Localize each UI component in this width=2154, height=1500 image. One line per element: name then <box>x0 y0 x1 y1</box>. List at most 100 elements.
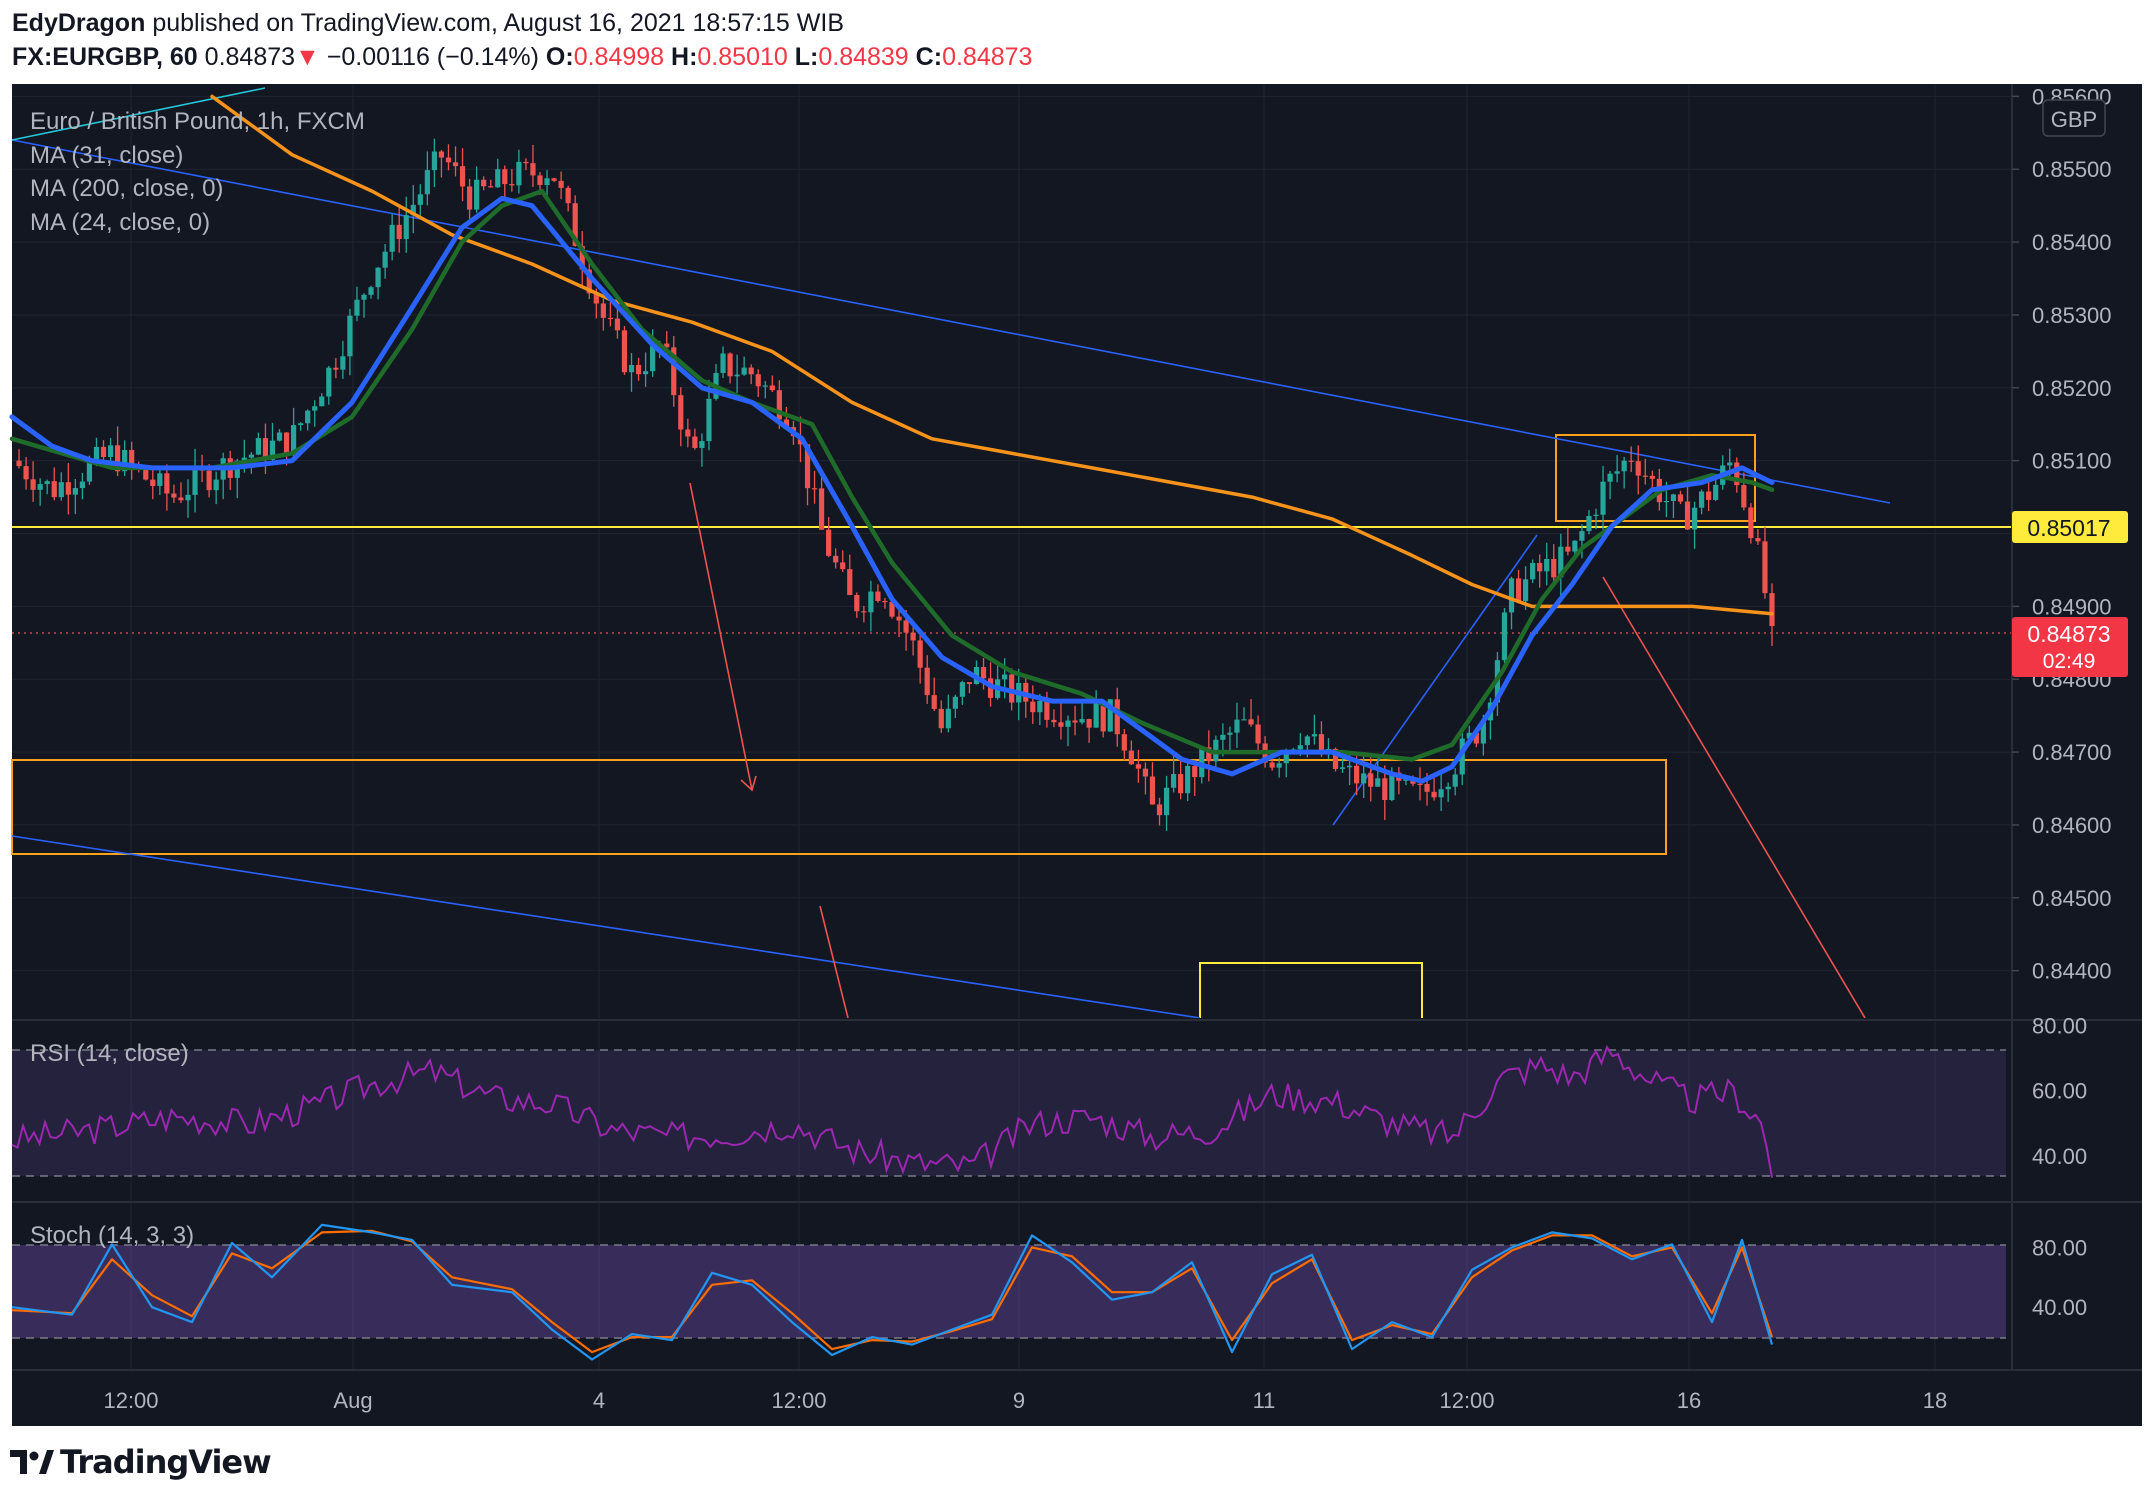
candle-down <box>854 594 860 612</box>
grid-lines <box>12 84 2012 1370</box>
candle-down <box>452 162 459 167</box>
rsi-line <box>11 1044 1773 1178</box>
candle-up <box>1480 720 1486 744</box>
trendline-lower[interactable] <box>11 835 1201 1019</box>
candle-up <box>79 481 85 489</box>
candle-down <box>1515 578 1522 602</box>
trendline-cyan[interactable] <box>11 87 266 141</box>
candle-down <box>748 367 754 375</box>
high-value: 0.85010 <box>697 43 788 71</box>
candle-up <box>952 696 958 709</box>
candle-down <box>769 385 775 391</box>
candle-down <box>1009 674 1015 703</box>
candle-up <box>417 194 423 205</box>
legend-ma200[interactable]: MA (200, close, 0) <box>30 175 223 202</box>
trendline-upper[interactable] <box>11 139 1891 504</box>
candle-up <box>1304 736 1310 746</box>
candle-down <box>164 473 170 494</box>
candle-up <box>643 371 649 375</box>
legend-stoch[interactable]: Stoch (14, 3, 3) <box>30 1222 194 1249</box>
tradingview-logo-icon <box>10 1450 54 1474</box>
time-tick-label: 12:00 <box>771 1388 826 1413</box>
author-name[interactable]: EdyDragon <box>12 9 146 37</box>
projection-arrow-1[interactable] <box>689 482 753 791</box>
candle-down <box>1684 501 1691 530</box>
candle-down <box>115 445 121 472</box>
candle-down <box>572 203 578 246</box>
candle-down <box>1769 593 1775 627</box>
candle-down <box>30 479 36 490</box>
candle-up <box>410 204 416 216</box>
footer-brand[interactable]: TradingView <box>10 1440 272 1484</box>
candle-up <box>1508 578 1515 613</box>
trendline-rise[interactable] <box>1332 534 1538 826</box>
candle-up <box>945 708 951 729</box>
candle-up <box>1375 778 1381 787</box>
candle-down <box>459 166 466 187</box>
price-tick-label: 0.84700 <box>2032 740 2112 765</box>
candle-up <box>706 398 712 442</box>
legend-title[interactable]: Euro / British Pound, 1h, FXCM <box>30 108 365 135</box>
last-price-tag-countdown: 02:49 <box>2043 650 2096 673</box>
candle-up <box>382 251 388 268</box>
candle-up <box>431 151 437 171</box>
candle-down <box>150 479 156 486</box>
publish-info: published on TradingView.com, August 16,… <box>152 9 844 37</box>
candle-up <box>1621 460 1627 472</box>
support-zone-box[interactable] <box>11 759 1667 855</box>
legend-ma31[interactable]: MA (31, close) <box>30 142 183 169</box>
candle-up <box>298 423 304 426</box>
candle-up <box>544 178 550 186</box>
candle-down <box>502 169 508 185</box>
legend-rsi[interactable]: RSI (14, close) <box>30 1040 189 1067</box>
candle-down <box>840 562 846 570</box>
candle-up <box>93 446 100 462</box>
candle-up <box>720 353 726 373</box>
candle-down <box>1551 559 1557 578</box>
candle-up <box>354 299 360 316</box>
rsi-tick-label: 60.00 <box>2032 1079 2087 1104</box>
candle-down <box>917 640 923 668</box>
candle-down <box>1565 546 1571 552</box>
candle-down <box>488 186 494 188</box>
candle-down <box>593 293 599 304</box>
publish-line: EdyDragon published on TradingView.com, … <box>12 6 2142 40</box>
candle-up <box>1171 774 1177 788</box>
candle-up <box>319 396 325 407</box>
currency-badge[interactable]: GBP <box>2042 99 2106 137</box>
candle-down <box>558 180 564 188</box>
ma200-line <box>210 94 1774 616</box>
candle-down <box>1741 485 1747 508</box>
candle-down <box>438 151 445 158</box>
legend: Euro / British Pound, 1h, FXCM MA (31, c… <box>30 108 365 1249</box>
candle-up <box>72 488 78 495</box>
candle-down <box>811 488 818 490</box>
candle-down <box>23 466 29 480</box>
projection-arrow-2[interactable] <box>819 905 849 1019</box>
candle-up <box>269 440 276 460</box>
candle-up <box>157 473 163 486</box>
price-tick-label: 0.84400 <box>2032 959 2112 984</box>
legend-ma24[interactable]: MA (24, close, 0) <box>30 209 210 236</box>
candle-up <box>1459 738 1465 775</box>
candle-up <box>37 484 43 490</box>
candle-down <box>1206 747 1212 762</box>
candle-up <box>213 479 219 491</box>
candle-up <box>1241 719 1247 721</box>
candle-down <box>1255 724 1261 744</box>
chart-background <box>12 84 2142 1426</box>
candle-up <box>368 287 374 295</box>
candle-down <box>727 353 733 377</box>
candle-down <box>1628 460 1634 462</box>
resistance-zone-box[interactable] <box>1555 434 1756 522</box>
candle-up <box>1544 559 1550 572</box>
candle-up <box>1037 700 1043 713</box>
time-tick-label: 18 <box>1923 1388 1947 1413</box>
candle-down <box>1058 722 1064 727</box>
stoch-pane <box>11 1223 1774 1361</box>
projection-arrow-3[interactable] <box>1602 576 1866 1019</box>
candle-up <box>185 494 191 501</box>
candle-up <box>255 438 261 455</box>
rsi-tick-label: 40.00 <box>2032 1144 2087 1169</box>
